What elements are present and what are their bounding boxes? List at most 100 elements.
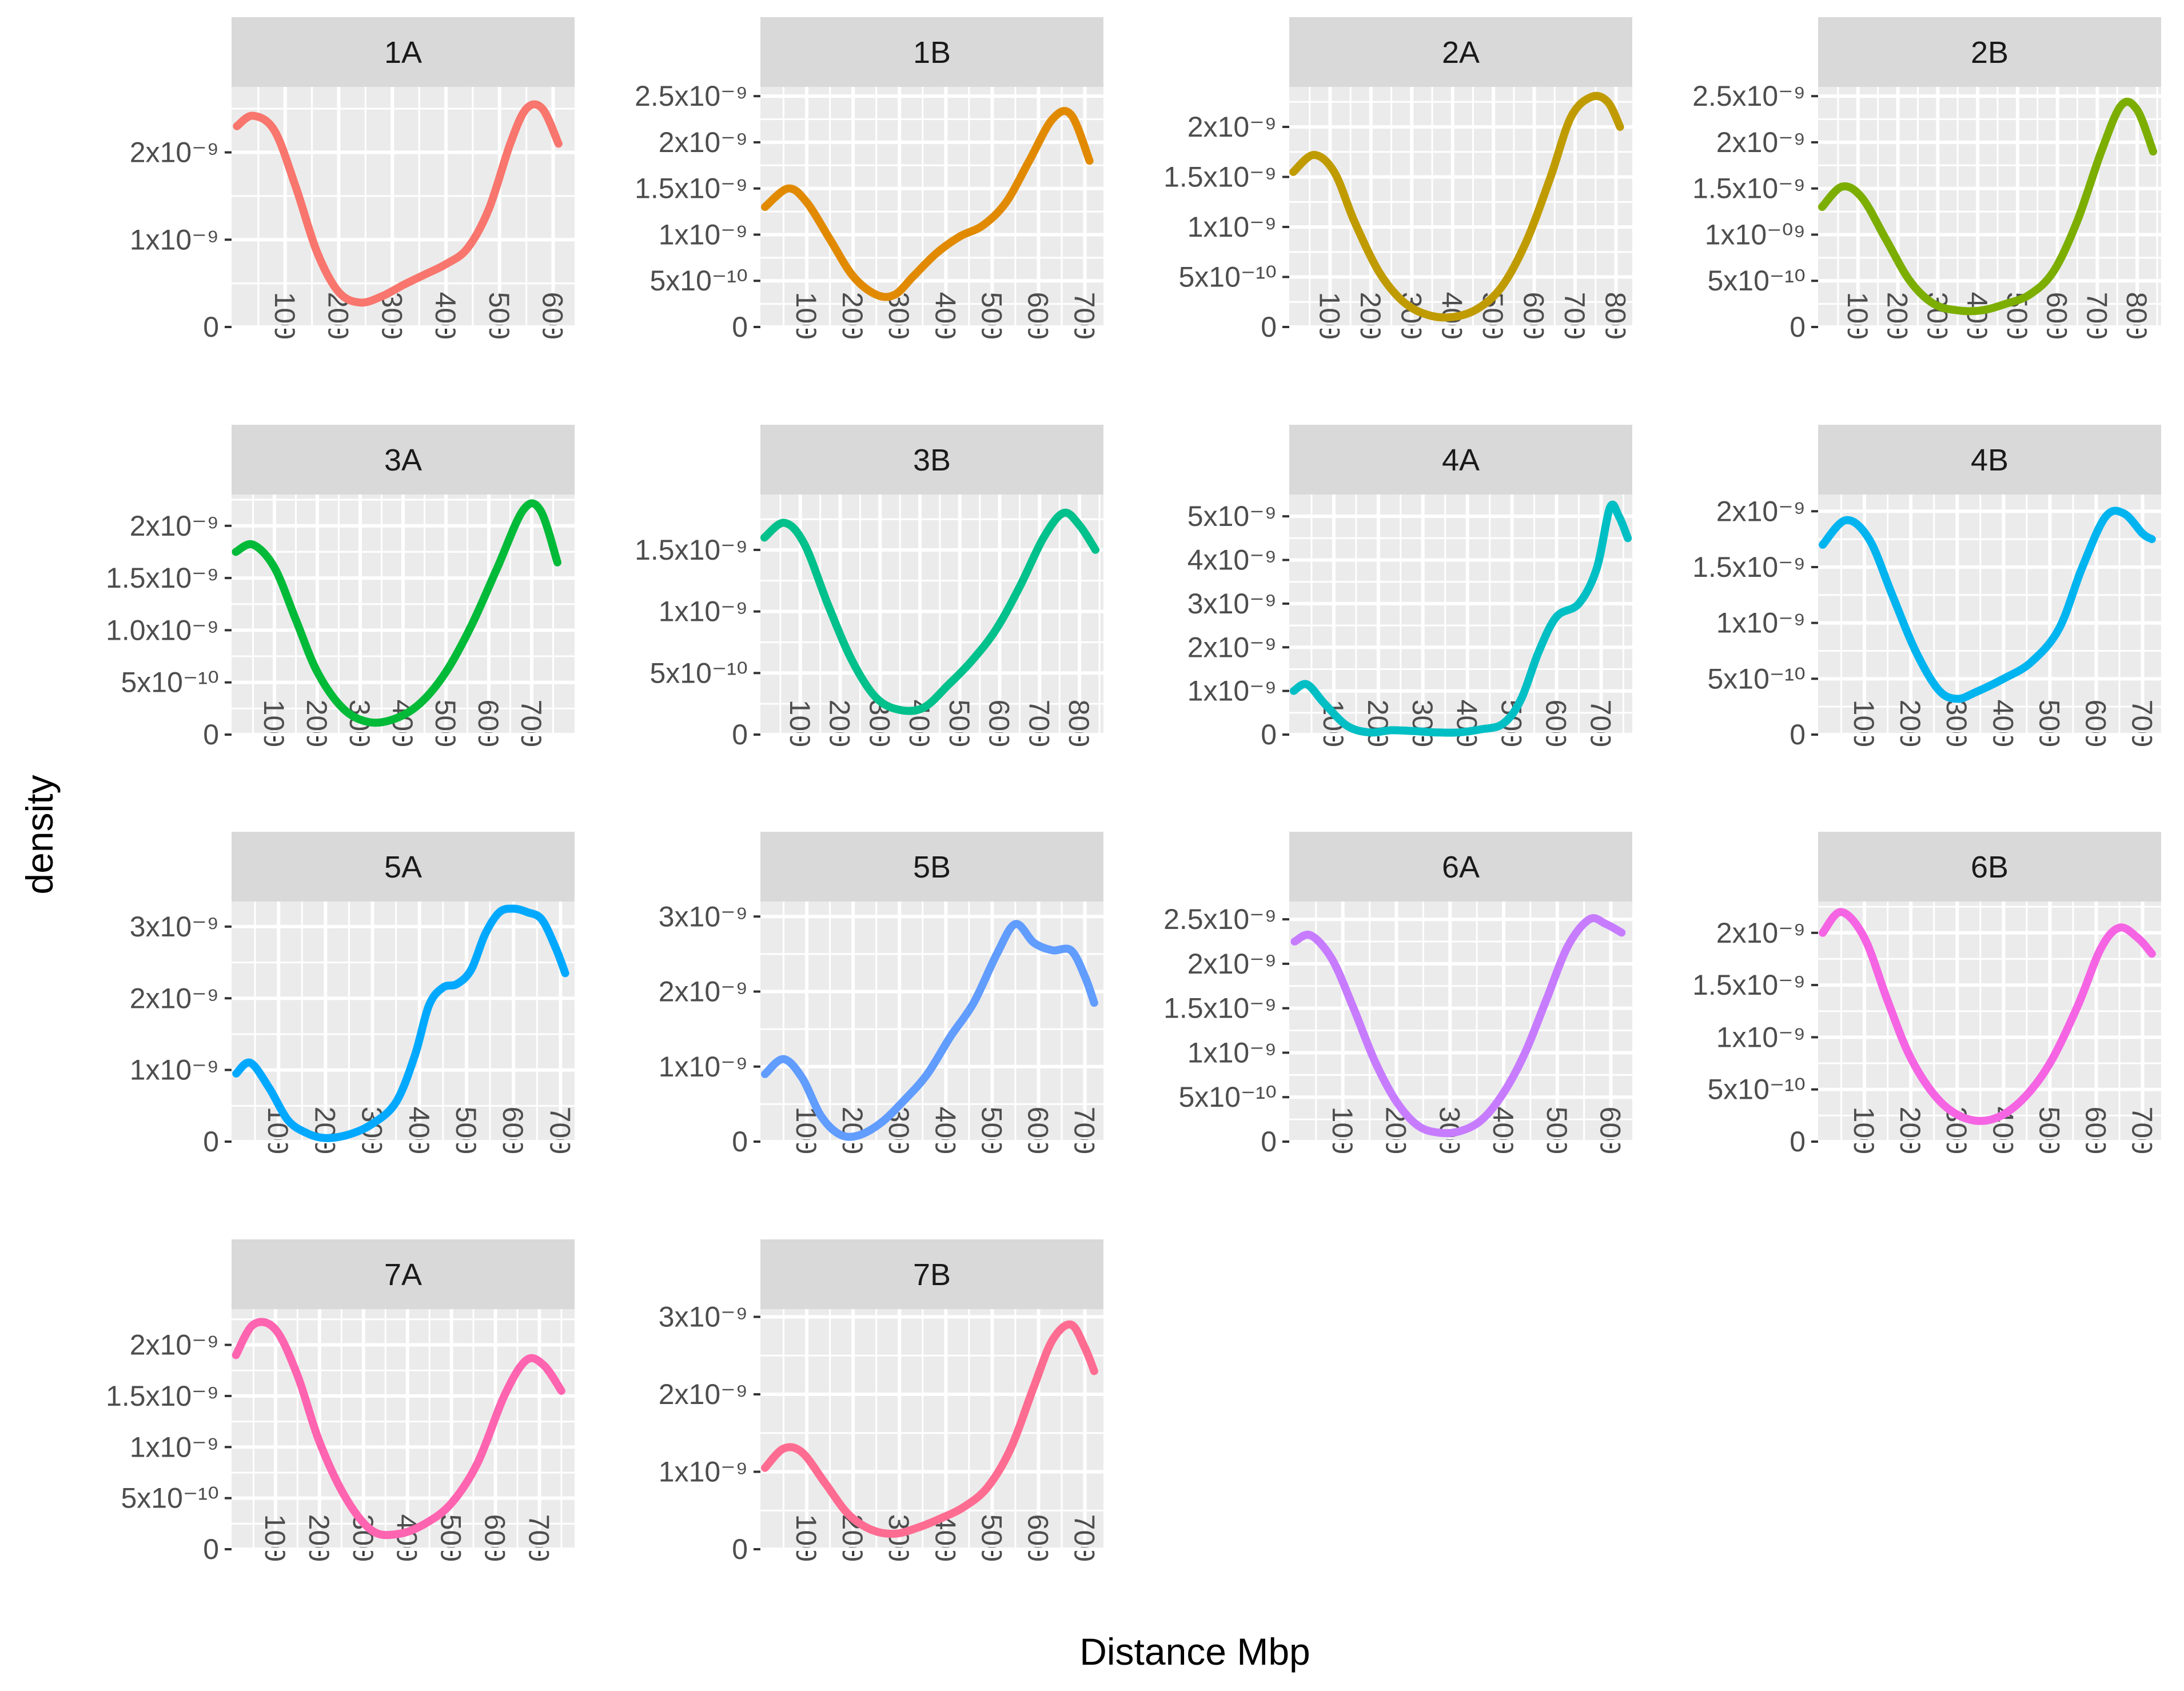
- x-tick-label: 600: [1022, 1514, 1054, 1562]
- x-tick-label: 300: [883, 1514, 915, 1562]
- strip-background: [1289, 17, 1632, 87]
- strip-title: 4A: [1442, 443, 1480, 477]
- x-tick-label: 100: [790, 292, 822, 340]
- strip-background: [760, 17, 1103, 87]
- x-tick-label: 100: [259, 1514, 291, 1562]
- y-tick-label: 0: [203, 1126, 219, 1158]
- y-tick-label: 1x10⁻⁹: [1187, 211, 1277, 243]
- x-tick-label: 600: [472, 700, 504, 747]
- panel-background: [1818, 494, 2161, 735]
- strip-title: 3B: [913, 443, 951, 477]
- x-tick-label: 500: [943, 700, 975, 747]
- y-tick-label: 5x10⁻¹⁰: [649, 657, 748, 689]
- x-tick-label: 400: [1961, 292, 1993, 340]
- x-tick-label: 500: [429, 700, 461, 747]
- y-tick-label: 3x10⁻⁹: [130, 911, 219, 943]
- density-line-5B: [761, 920, 1098, 1141]
- y-tick-label: 1x10⁻⁹: [659, 218, 748, 250]
- density-line-3A: [232, 499, 561, 727]
- x-axis-title: Distance Mbp: [1079, 1630, 1310, 1673]
- y-tick-label: 2.5x10⁻⁹: [1163, 903, 1277, 935]
- x-tick-label: 500: [1541, 1107, 1573, 1154]
- y-tick-label: 5x10⁻¹⁰: [1178, 1081, 1277, 1113]
- x-tick-label: 600: [983, 700, 1015, 747]
- y-tick-label: 0: [732, 311, 748, 343]
- density-line-2A: [1289, 91, 1624, 322]
- y-tick-label: 1x10⁻⁹: [1187, 675, 1277, 707]
- strip-background: [232, 1239, 575, 1309]
- x-tick-label: 500: [975, 1107, 1007, 1154]
- y-tick-label: 0: [732, 719, 748, 751]
- x-tick-label: 100: [790, 1514, 822, 1562]
- y-tick-label: 1.5x10⁻⁹: [1692, 969, 1806, 1001]
- x-tick-label: 100: [1313, 292, 1345, 340]
- strip-title: 7A: [384, 1258, 422, 1292]
- y-tick-label: 2x10⁻⁹: [130, 137, 219, 169]
- y-tick-label: 0: [203, 1533, 219, 1565]
- strip-title: 5B: [913, 850, 951, 884]
- x-tick-label: 100: [1848, 700, 1880, 747]
- y-tick-label: 0: [1790, 1126, 1806, 1158]
- y-tick-label: 1x10⁻⁰⁹: [1705, 218, 1806, 250]
- y-tick-label: 1x10⁻⁹: [659, 1456, 748, 1488]
- y-tick-label: 2x10⁻⁹: [659, 976, 748, 1008]
- y-tick-label: 5x10⁻⁹: [1187, 500, 1277, 532]
- y-tick-label: 2x10⁻⁹: [1187, 111, 1277, 143]
- strip-background: [232, 425, 575, 494]
- strip-background: [1289, 832, 1632, 902]
- x-tick-label: 700: [1584, 700, 1616, 747]
- y-tick-label: 5x10⁻¹⁰: [1707, 265, 1806, 297]
- x-tick-label: 500: [975, 292, 1007, 340]
- density-line-7A: [232, 1318, 565, 1540]
- x-tick-label: 400: [929, 292, 961, 340]
- y-tick-label: 1.5x10⁻⁹: [635, 173, 748, 205]
- x-tick-label: 700: [515, 700, 547, 747]
- x-tick-label: 700: [1023, 700, 1055, 747]
- y-tick-label: 3x10⁻⁹: [659, 900, 748, 932]
- strip-background: [232, 832, 575, 902]
- x-tick-label: 700: [544, 1107, 576, 1154]
- y-tick-label: 0: [1261, 719, 1277, 751]
- x-tick-label: 500: [2033, 1107, 2065, 1154]
- x-tick-label: 800: [2121, 292, 2153, 340]
- y-tick-label: 3x10⁻⁹: [659, 1301, 748, 1333]
- x-tick-label: 300: [1940, 700, 1972, 747]
- y-tick-label: 5x10⁻¹⁰: [121, 1482, 219, 1514]
- density-line-2B: [1818, 98, 2157, 316]
- density-line-1A: [233, 100, 563, 307]
- strip-background: [760, 1239, 1103, 1309]
- strip-background: [1818, 17, 2161, 87]
- density-line-4A: [1289, 500, 1632, 737]
- strip-title: 5A: [384, 850, 422, 884]
- x-tick-label: 200: [1894, 700, 1926, 747]
- strip-title: 6B: [1971, 850, 2008, 884]
- y-tick-label: 2x10⁻⁹: [130, 510, 219, 542]
- y-tick-label: 1.5x10⁻⁹: [1692, 551, 1806, 583]
- y-tick-label: 1.5x10⁻⁹: [635, 534, 748, 566]
- x-tick-label: 100: [269, 292, 301, 340]
- y-tick-label: 4x10⁻⁹: [1187, 544, 1277, 576]
- x-tick-label: 200: [824, 700, 856, 747]
- x-tick-label: 400: [403, 1107, 435, 1154]
- y-tick-label: 5x10⁻¹⁰: [1178, 261, 1277, 293]
- strip-title: 1B: [913, 35, 951, 70]
- y-tick-label: 1.0x10⁻⁹: [106, 614, 219, 646]
- y-tick-label: 1.5x10⁻⁹: [1163, 161, 1277, 193]
- x-tick-label: 100: [262, 1107, 294, 1154]
- y-tick-label: 1x10⁻⁹: [1187, 1036, 1277, 1068]
- x-tick-label: 200: [1354, 292, 1386, 340]
- x-tick-label: 600: [1540, 700, 1572, 747]
- strip-title: 3A: [384, 443, 422, 477]
- y-tick-label: 2.5x10⁻⁹: [1692, 80, 1806, 112]
- x-tick-label: 500: [450, 1107, 482, 1154]
- panel-background: [1818, 87, 2161, 327]
- y-tick-label: 2x10⁻⁹: [659, 126, 748, 158]
- y-tick-label: 1.5x10⁻⁹: [106, 1380, 219, 1412]
- x-tick-label: 600: [1022, 292, 1054, 340]
